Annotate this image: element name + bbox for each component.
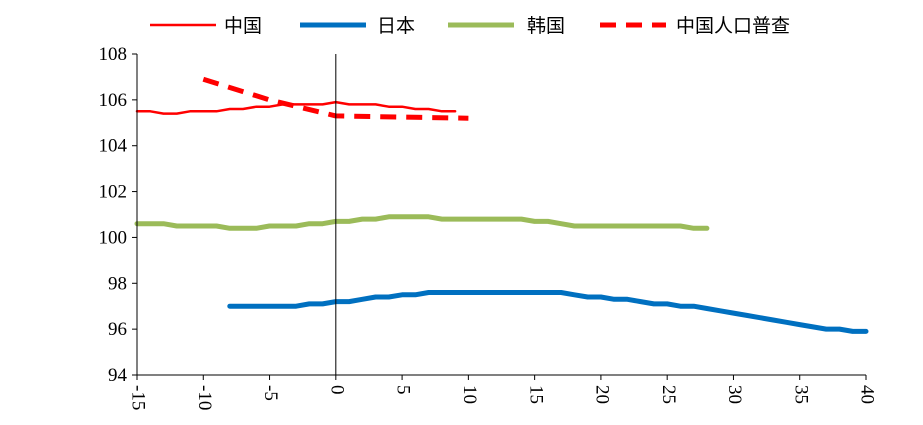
y-tick-label: 104 — [99, 136, 128, 157]
x-tick-label: 5 — [393, 385, 414, 395]
series-line-2 — [134, 214, 710, 231]
x-tick-label: 20 — [592, 385, 613, 404]
x-tick-label: 35 — [790, 385, 811, 404]
series-layer — [134, 76, 869, 334]
series-line-1 — [227, 290, 869, 334]
y-tick-label: 106 — [99, 90, 128, 111]
x-tick-label: -15 — [128, 385, 149, 410]
y-tick-label: 102 — [99, 182, 128, 203]
y-tick-label: 100 — [99, 227, 128, 248]
y-tick-label: 108 — [99, 44, 128, 65]
x-tick-label: 0 — [326, 385, 347, 395]
y-tick-label: 98 — [108, 273, 127, 294]
legend-label-2: 韩国 — [527, 15, 565, 37]
legend: 中国 日本 韩国 中国人口普查 — [150, 15, 790, 37]
axes-layer: 94 96 98 100 102 104 106 108 -15 -10 -5 0 5 10 15 20 25 3… — [99, 44, 878, 410]
legend-label-0: 中国 — [224, 15, 262, 37]
legend-label-3: 中国人口普查 — [676, 15, 790, 37]
legend-label-1: 日本 — [377, 15, 415, 37]
x-tick-label: 30 — [724, 385, 745, 404]
y-tick-label: 96 — [108, 319, 127, 340]
x-tick-label: 15 — [525, 385, 546, 404]
series-line-0 — [135, 100, 457, 115]
x-tick-label: 10 — [459, 385, 480, 404]
x-tick-label: -5 — [260, 385, 281, 401]
x-tick-label: -10 — [194, 385, 215, 410]
x-tick-label: 40 — [857, 385, 878, 404]
y-tick-label: 94 — [108, 365, 128, 386]
x-tick-label: 25 — [658, 385, 679, 404]
